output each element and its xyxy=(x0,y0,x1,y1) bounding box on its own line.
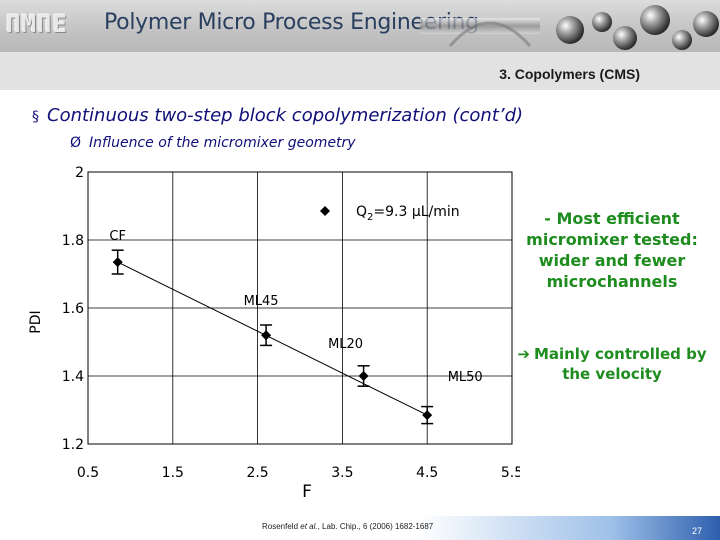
x-tick-label: 1.5 xyxy=(162,465,184,481)
data-point-ml50: ML50 xyxy=(421,370,483,425)
x-tick-label: 2.5 xyxy=(246,465,268,481)
legend-prefix: Q xyxy=(356,204,367,220)
x-tick-label: 3.5 xyxy=(331,465,353,481)
banner-title: Polymer Micro Process Engineering xyxy=(104,10,479,35)
header-banner: ΠMΠE Polymer Micro Process Engineering xyxy=(0,0,720,52)
x-tick-label: 0.5 xyxy=(77,465,99,481)
x-ticks: 0.5 1.5 2.5 3.5 4.5 5.5 xyxy=(77,465,520,481)
point-label: CF xyxy=(109,229,126,244)
sub-bullet: Ø Influence of the micromixer geometry xyxy=(70,135,356,151)
plot-frame xyxy=(87,171,513,445)
point-marker xyxy=(422,410,433,421)
y-tick-label: 2 xyxy=(75,165,84,181)
velocity-note-text: Mainly controlled by the velocity xyxy=(533,345,707,383)
pdi-vs-f-chart: 1.2 1.4 1.6 1.8 2 0.5 1.5 2.5 3.5 4.5 5.5 CF ML45 M… xyxy=(28,165,520,500)
legend-suffix: =9.3 µL/min xyxy=(373,204,459,220)
legend: Q2=9.3 µL/min xyxy=(320,204,460,223)
data-point-cf: CF xyxy=(109,229,126,275)
legend-marker xyxy=(320,206,330,216)
x-tick-label: 5.5 xyxy=(501,465,520,481)
banner-decoration xyxy=(420,5,719,50)
point-marker xyxy=(358,371,369,381)
square-bullet-icon: § xyxy=(32,109,39,125)
footer-bar xyxy=(0,516,720,540)
y-tick-label: 1.8 xyxy=(62,233,84,249)
main-bullet-text: Continuous two-step block copolymerizati… xyxy=(47,105,524,126)
point-marker xyxy=(112,257,123,268)
citation: Rosenfeld et al., Lab. Chip., 6 (2006) 1… xyxy=(262,522,433,531)
y-tick-label: 1.2 xyxy=(62,437,84,453)
data-point-ml45: ML45 xyxy=(244,294,279,347)
y-tick-label: 1.6 xyxy=(62,301,84,317)
legend-label: Q2=9.3 µL/min xyxy=(356,204,460,223)
trendline xyxy=(117,261,428,416)
efficiency-note: - Most efficient micromixer tested: wide… xyxy=(526,209,698,291)
point-label: ML20 xyxy=(328,337,363,352)
citation-post: , Lab. Chip., 6 (2006) 1682-1687 xyxy=(317,522,434,531)
citation-et-al: et al. xyxy=(300,522,318,531)
page-number: 27 xyxy=(692,526,703,536)
arrow-bullet-icon: Ø xyxy=(70,135,82,151)
y-axis-label: PDI xyxy=(28,310,44,333)
velocity-note: ➔ Mainly controlled by the velocity xyxy=(512,344,712,384)
point-label: ML50 xyxy=(448,370,483,385)
y-tick-label: 1.4 xyxy=(62,369,84,385)
point-marker xyxy=(261,330,272,341)
legend-sub: 2 xyxy=(367,212,373,223)
main-bullet: § Continuous two-step block copolymerizat… xyxy=(32,105,523,126)
sub-bullet-text: Influence of the micromixer geometry xyxy=(89,135,356,151)
point-label: ML45 xyxy=(244,294,279,309)
section-title: 3. Copolymers (CMS) xyxy=(499,66,640,82)
right-arrow-icon: ➔ xyxy=(517,345,530,363)
title-band xyxy=(0,52,720,90)
citation-pre: Rosenfeld xyxy=(262,522,301,531)
y-ticks: 1.2 1.4 1.6 1.8 2 xyxy=(62,165,84,453)
logo: ΠMΠE xyxy=(6,10,68,38)
data-points: CF ML45 ML20 ML50 xyxy=(109,229,483,425)
x-tick-label: 4.5 xyxy=(416,465,438,481)
x-axis-label: F xyxy=(302,482,312,500)
data-point-ml20: ML20 xyxy=(328,337,370,387)
